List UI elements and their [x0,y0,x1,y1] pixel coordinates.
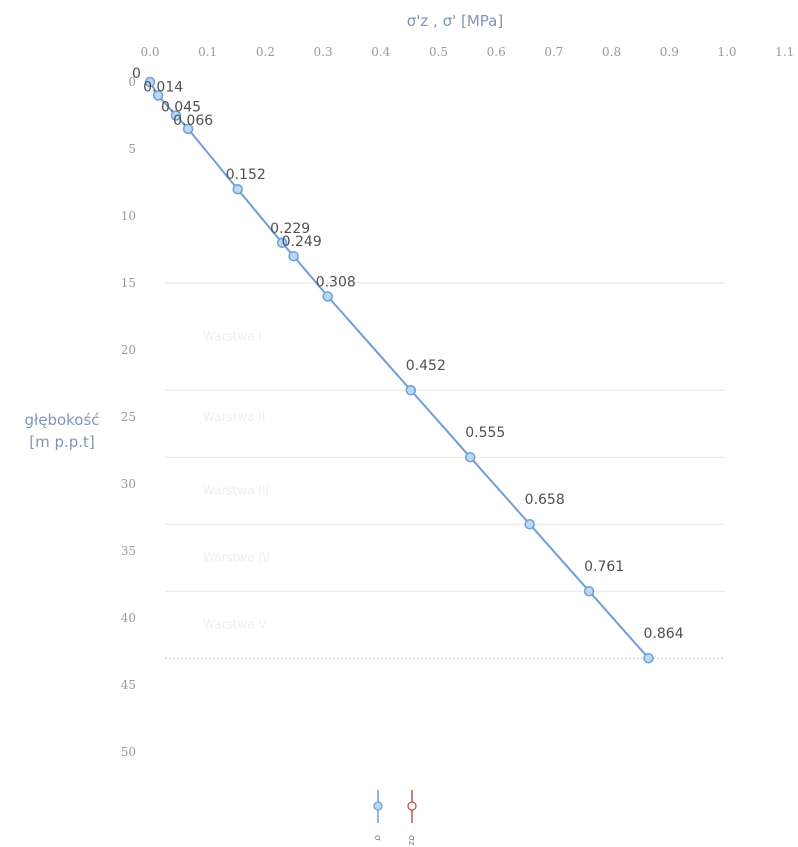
data-label: 0.152 [226,167,266,183]
data-point [232,183,243,195]
data-label: 0.761 [584,559,624,575]
data-point [144,76,156,88]
x-tick-label: 0.8 [602,45,621,59]
data-label: 0.066 [173,113,213,129]
x-tick-label: 0.9 [660,45,679,59]
y-tick-label: 35 [121,544,136,558]
y-tick-label: 25 [121,410,136,424]
data-point [182,123,194,135]
x-axis-ticks: 0.0 0.1 0.2 0.3 0.4 0.5 0.6 0.7 0.8 0.9 1.0 1.1 [140,45,794,59]
y-tick-label: 5 [128,142,136,156]
layer-label: Warstwa V [203,618,267,632]
layer-label: Warstwa I [203,330,262,344]
legend-marker [407,801,417,811]
y-tick-label: 30 [121,477,136,491]
y-tick-label: 40 [121,611,136,625]
data-point [524,518,535,530]
data-point [152,90,164,101]
data-point [170,110,182,121]
layer-label: Warstwa III [203,484,269,498]
y-axis-ticks: 0 5 10 15 20 25 30 35 40 45 50 [121,75,136,759]
x-tick-label: 0.3 [314,45,333,59]
y-tick-label: 50 [121,745,136,759]
data-point [464,451,476,463]
data-point [288,250,299,262]
x-tick-label: 0.2 [256,45,275,59]
data-label: 0.249 [282,234,322,250]
data-point [322,291,333,302]
y-tick-label: 20 [121,343,136,357]
layer-boundaries [165,282,725,659]
legend-label: σ [372,835,382,841]
data-label: 0.555 [465,425,505,441]
data-label: 0.658 [525,492,565,508]
x-tick-label: 0.0 [140,45,159,59]
data-label: 0.014 [143,79,183,95]
layer-label: Warstwa II [203,410,265,424]
data-label: 0 [132,66,141,82]
data-point [405,384,417,396]
data-label: 0.452 [406,358,446,374]
data-label: 0.045 [161,100,201,116]
layer-labels: Warstwa I Warstwa II Warstwa III Warstwa IV… [203,330,271,632]
data-label: 0.229 [270,221,310,237]
x-tick-label: 0.5 [429,45,448,59]
y-tick-label: 15 [121,276,136,290]
data-point [276,237,288,249]
y-tick-label: 45 [121,678,136,692]
x-tick-label: 1.0 [717,45,736,59]
y-axis-title-line: głębokość [24,411,99,429]
x-tick-label: 0.4 [371,45,390,59]
legend-label: σz [406,835,416,846]
data-label: 0.864 [644,626,684,642]
data-point [643,652,654,664]
x-tick-label: 0.7 [544,45,563,59]
x-tick-label: 0.6 [487,45,506,59]
layer-label: Warstwa IV [203,551,271,565]
legend-marker [373,801,383,811]
y-tick-label: 0 [128,75,136,89]
data-label: 0.308 [316,274,356,290]
y-tick-label: 10 [121,209,136,223]
y-axis-title: głębokość [m p.p.t] [24,411,99,451]
y-axis-title-line: [m p.p.t] [29,433,95,451]
x-tick-label: 1.1 [775,45,794,59]
legend: σ σz [372,790,417,846]
x-tick-label: 0.1 [198,45,217,59]
data-point [583,585,595,597]
x-axis-title: σ'z , σ' [MPa] [407,12,503,30]
